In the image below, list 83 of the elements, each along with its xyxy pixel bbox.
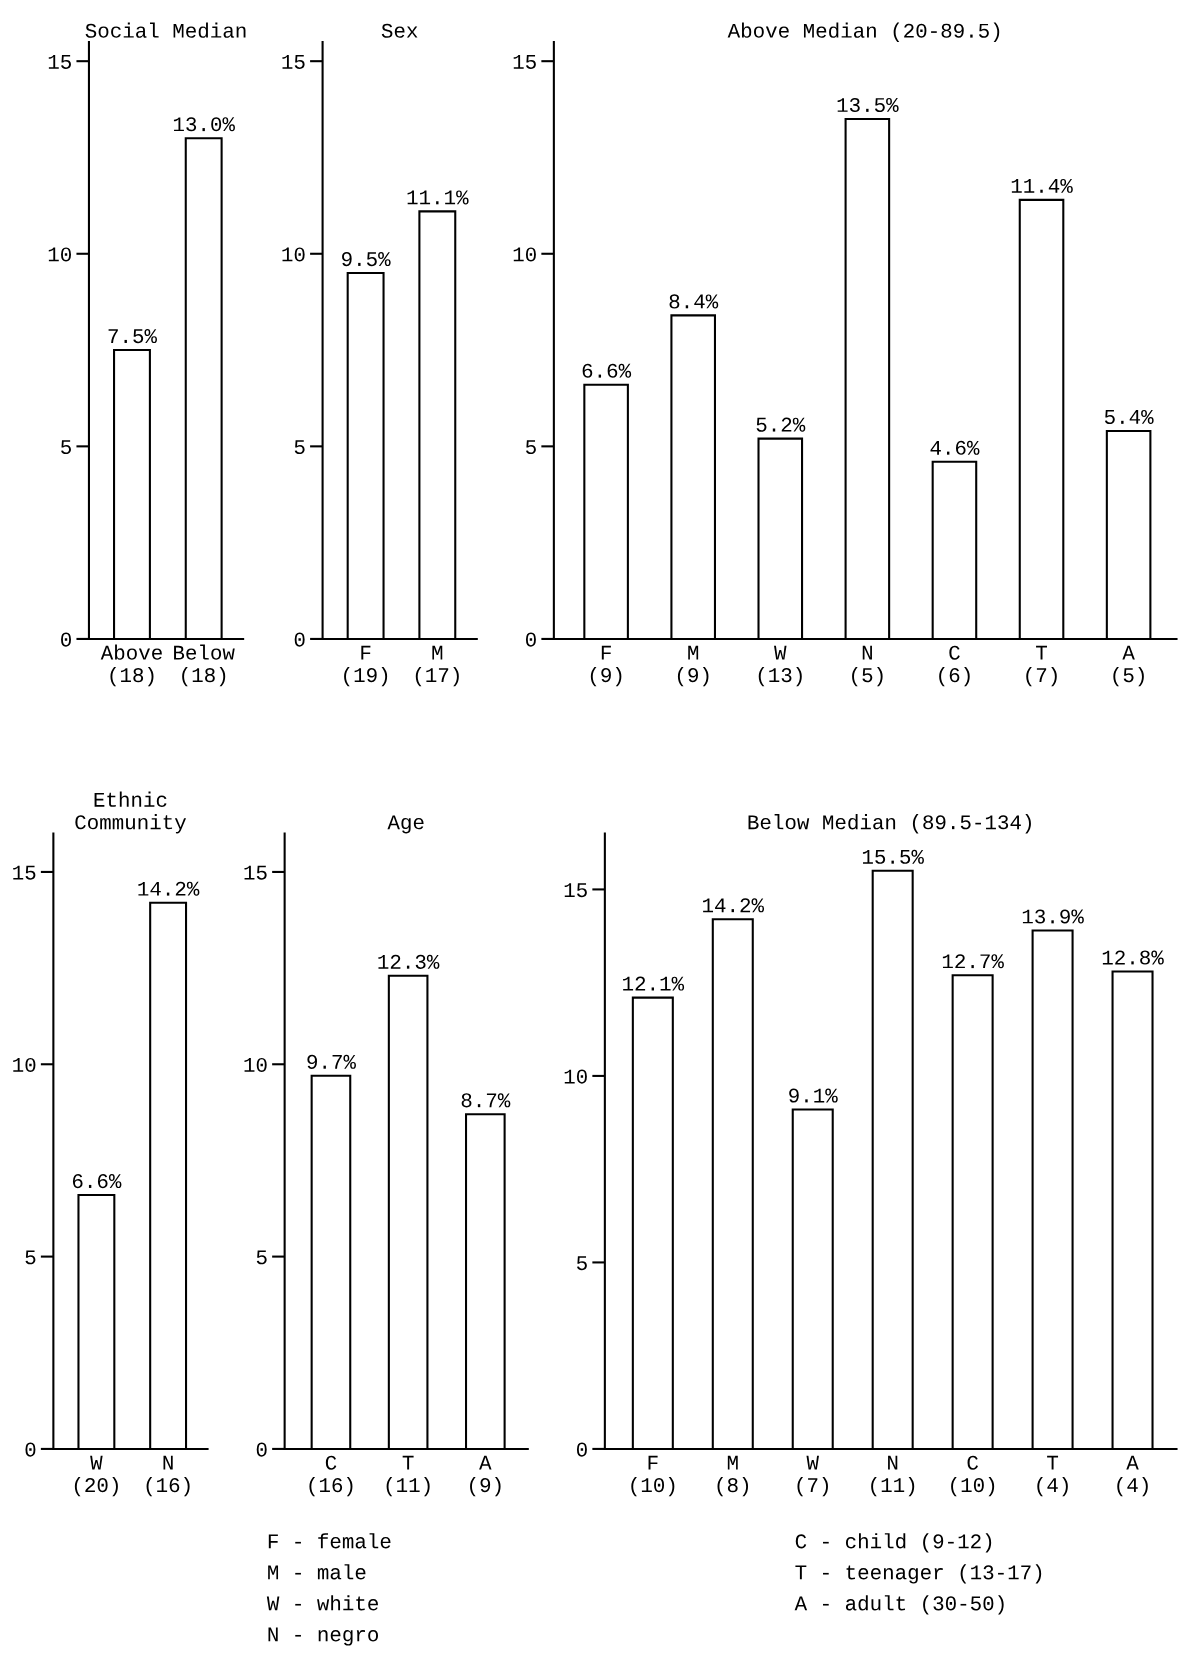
- y-tick-label: 10: [48, 247, 71, 262]
- x-tick-label: C (16): [309, 1455, 353, 1497]
- y-tick-label: 5: [294, 440, 305, 455]
- y-tick-label: 15: [282, 55, 305, 69]
- y-tick-label: 5: [256, 1250, 267, 1265]
- y-tick-label: 5: [25, 1250, 36, 1265]
- x-tick-label: A (9): [470, 1455, 501, 1497]
- x-tick-label: C (6): [939, 645, 970, 687]
- data-label: 14.2%: [138, 881, 200, 896]
- y-tick-label: 10: [282, 247, 305, 262]
- y-tick-label: 10: [564, 1069, 587, 1084]
- x-tick-label: Below (18): [174, 644, 235, 687]
- text: A - adult (30-50): [794, 1595, 1004, 1615]
- x-tick-label: M (17): [415, 645, 459, 687]
- y-tick-label: 5: [61, 440, 71, 455]
- chart-title: Social Median: [85, 22, 246, 38]
- chart-title: Above Median (20-89.5): [727, 22, 1000, 42]
- x-tick-label: W (20): [74, 1455, 118, 1497]
- y-tick-label: 10: [513, 247, 536, 262]
- x-tick-label: T (7): [1026, 645, 1057, 687]
- y-tick-label: 0: [256, 1442, 267, 1457]
- y-tick-label: 5: [525, 440, 536, 455]
- text: C - child (9-12): [795, 1533, 992, 1553]
- y-tick-label: 0: [525, 632, 536, 647]
- data-label: 12.1%: [623, 976, 685, 991]
- x-tick-label: F (19): [344, 645, 388, 687]
- text: M - male: [268, 1564, 366, 1580]
- x-tick-label: W (13): [758, 645, 802, 687]
- x-tick-label: M (9): [677, 645, 709, 687]
- chart-title: Sex: [381, 23, 418, 38]
- y-tick-label: 0: [576, 1442, 587, 1457]
- x-tick-label: F (10): [631, 1455, 675, 1497]
- data-label: 9.7%: [307, 1054, 356, 1069]
- x-tick-label: N (5): [852, 645, 883, 687]
- data-label: 8.4%: [669, 294, 719, 309]
- x-tick-label: T (11): [386, 1455, 430, 1497]
- text: N - negro: [268, 1627, 379, 1646]
- data-label: 11.4%: [1011, 178, 1073, 193]
- x-tick-label: Above (18): [100, 644, 162, 687]
- y-tick-label: 0: [61, 632, 71, 647]
- x-tick-label: N (16): [146, 1455, 190, 1497]
- y-tick-label: 0: [294, 632, 305, 647]
- y-tick-label: 10: [13, 1057, 36, 1073]
- data-label: 14.2%: [703, 898, 765, 913]
- data-label: 4.6%: [930, 440, 980, 455]
- y-tick-label: 10: [244, 1057, 267, 1073]
- x-tick-label: A (4): [1117, 1455, 1148, 1497]
- data-label: 5.4%: [1104, 410, 1154, 425]
- data-label: 12.7%: [942, 954, 1004, 969]
- x-tick-label: W (7): [797, 1455, 828, 1497]
- y-tick-label: 5: [576, 1256, 587, 1271]
- x-tick-label: N (11): [871, 1455, 915, 1497]
- data-label: 8.7%: [461, 1093, 511, 1108]
- chart-title: Age: [387, 815, 424, 834]
- data-label: 9.1%: [789, 1088, 838, 1103]
- data-label: 5.2%: [756, 417, 806, 432]
- data-label: 12.8%: [1102, 950, 1164, 965]
- chart-title: Below Median (89.5-134): [748, 814, 1031, 834]
- data-label: 15.5%: [862, 849, 924, 864]
- data-label: 13.0%: [173, 117, 235, 132]
- y-tick-label: 15: [244, 865, 267, 880]
- data-label: 9.5%: [342, 251, 391, 267]
- data-label: 13.9%: [1022, 909, 1084, 924]
- y-tick-label: 15: [564, 883, 587, 898]
- y-tick-label: 15: [13, 865, 36, 880]
- x-tick-label: T (4): [1037, 1455, 1068, 1497]
- y-tick-label: 0: [25, 1442, 36, 1457]
- data-label: 7.5%: [108, 329, 157, 344]
- data-label: 6.6%: [582, 363, 632, 378]
- x-tick-label: F (9): [590, 645, 622, 687]
- data-label: 11.1%: [407, 190, 469, 205]
- data-label: 13.5%: [837, 97, 899, 113]
- text: T - teenager (13-17): [795, 1564, 1042, 1584]
- data-label: 12.3%: [378, 954, 440, 969]
- x-tick-label: M (8): [717, 1455, 749, 1497]
- x-tick-label: C (10): [951, 1455, 995, 1497]
- chart-title: Ethnic Community: [75, 791, 187, 834]
- text: W - white: [266, 1595, 378, 1611]
- text: F - female: [268, 1533, 391, 1549]
- data-label: 6.6%: [72, 1174, 122, 1189]
- x-tick-label: A (5): [1113, 645, 1144, 687]
- y-tick-label: 15: [48, 55, 71, 69]
- y-tick-label: 15: [513, 55, 536, 69]
